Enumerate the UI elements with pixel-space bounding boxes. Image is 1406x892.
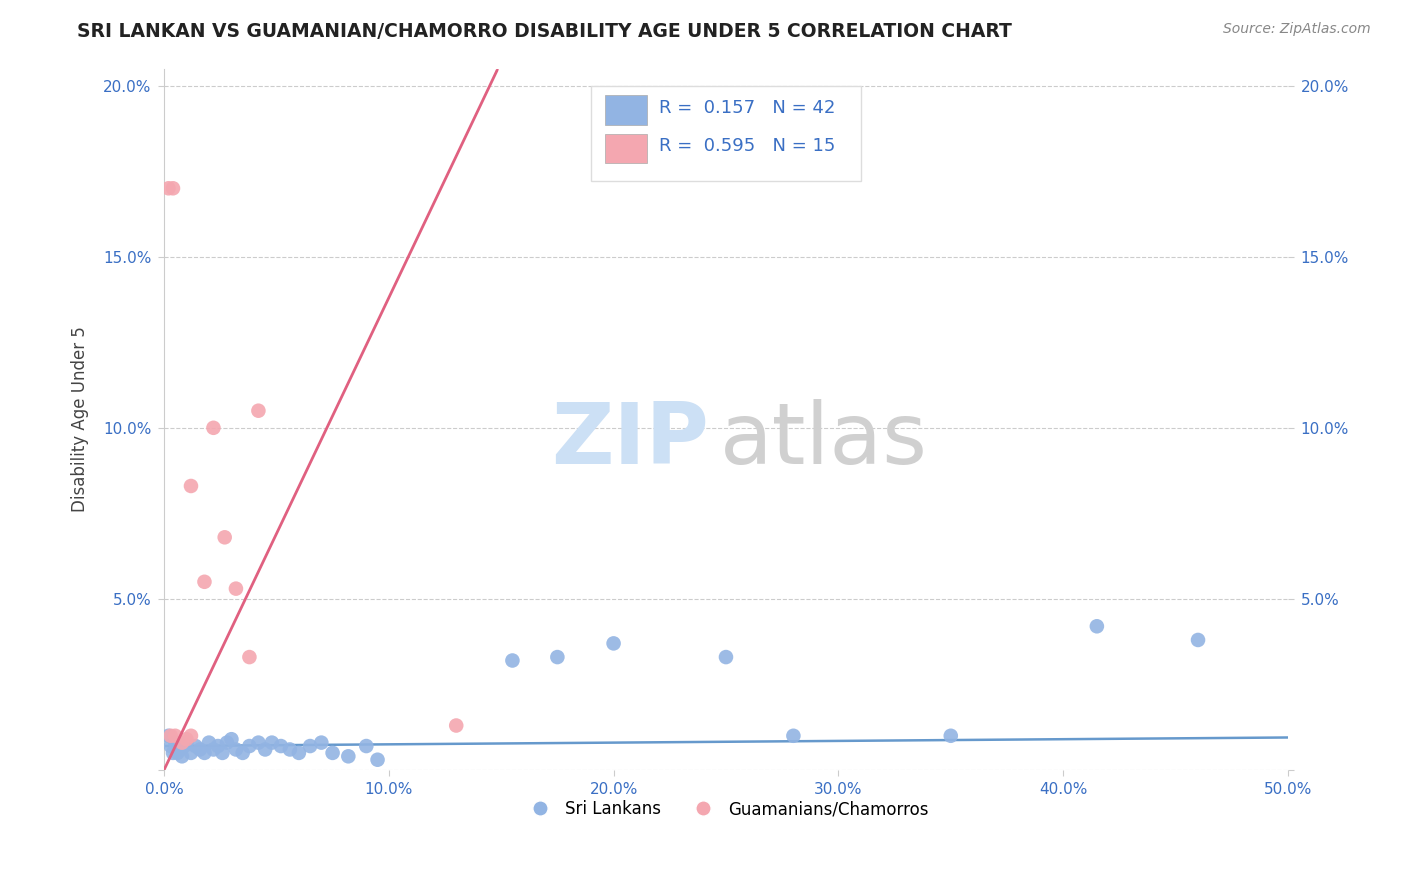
Point <box>188 742 211 756</box>
Point <box>939 729 962 743</box>
Point <box>207 739 229 753</box>
Point <box>176 736 198 750</box>
Point <box>238 739 260 753</box>
Point <box>166 746 188 760</box>
Point <box>367 753 389 767</box>
Text: ZIP: ZIP <box>551 399 709 482</box>
Point <box>180 729 202 743</box>
Point <box>221 732 243 747</box>
Point <box>247 403 270 417</box>
Point <box>193 574 215 589</box>
Point <box>162 746 184 760</box>
Point <box>170 749 193 764</box>
Point <box>159 729 181 743</box>
FancyBboxPatch shape <box>591 86 860 181</box>
Point <box>170 736 193 750</box>
Point <box>214 530 236 544</box>
Point <box>270 739 292 753</box>
Point <box>165 729 187 743</box>
Point <box>247 736 270 750</box>
Point <box>322 746 344 760</box>
Point <box>288 746 311 760</box>
Point <box>157 729 180 743</box>
Point <box>173 739 195 753</box>
Point <box>193 746 215 760</box>
Point <box>356 739 378 753</box>
Legend: Sri Lankans, Guamanians/Chamorros: Sri Lankans, Guamanians/Chamorros <box>517 794 935 825</box>
Point <box>782 729 804 743</box>
Point <box>184 739 207 753</box>
Point <box>260 736 283 750</box>
Text: atlas: atlas <box>720 399 928 482</box>
Point <box>165 736 187 750</box>
Point <box>162 181 184 195</box>
Point <box>232 746 254 760</box>
Y-axis label: Disability Age Under 5: Disability Age Under 5 <box>72 326 89 512</box>
Point <box>159 739 181 753</box>
Text: R =  0.595   N = 15: R = 0.595 N = 15 <box>658 137 835 155</box>
Point <box>546 650 568 665</box>
Point <box>180 479 202 493</box>
Point <box>602 636 624 650</box>
Point <box>169 742 191 756</box>
FancyBboxPatch shape <box>605 134 647 163</box>
Point <box>1085 619 1108 633</box>
Text: Source: ZipAtlas.com: Source: ZipAtlas.com <box>1223 22 1371 37</box>
Point <box>202 421 225 435</box>
Point <box>278 742 301 756</box>
Text: SRI LANKAN VS GUAMANIAN/CHAMORRO DISABILITY AGE UNDER 5 CORRELATION CHART: SRI LANKAN VS GUAMANIAN/CHAMORRO DISABIL… <box>77 22 1012 41</box>
Point <box>211 746 233 760</box>
Point <box>176 732 198 747</box>
Point <box>180 746 202 760</box>
Point <box>225 742 247 756</box>
Point <box>202 742 225 756</box>
Point <box>238 650 260 665</box>
Point <box>714 650 737 665</box>
Text: R =  0.157   N = 42: R = 0.157 N = 42 <box>658 99 835 117</box>
Point <box>444 718 467 732</box>
Point <box>299 739 322 753</box>
FancyBboxPatch shape <box>605 95 647 125</box>
Point <box>157 181 180 195</box>
Point <box>215 736 238 750</box>
Point <box>198 736 221 750</box>
Point <box>225 582 247 596</box>
Point <box>337 749 360 764</box>
Point <box>311 736 333 750</box>
Point <box>254 742 277 756</box>
Point <box>501 653 523 667</box>
Point <box>1187 632 1209 647</box>
